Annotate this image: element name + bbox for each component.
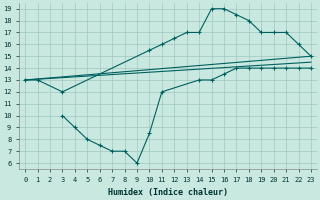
X-axis label: Humidex (Indice chaleur): Humidex (Indice chaleur)	[108, 188, 228, 197]
